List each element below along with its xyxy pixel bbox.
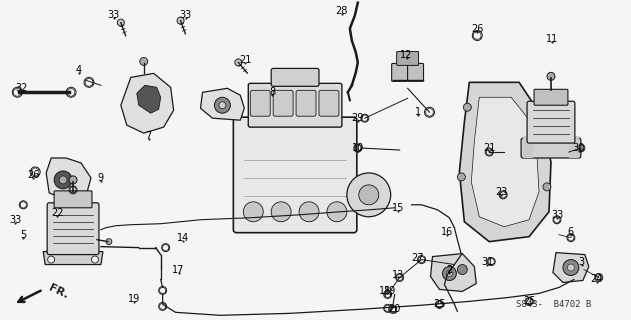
Text: 27: 27 bbox=[411, 252, 424, 263]
Text: 22: 22 bbox=[51, 208, 63, 218]
Text: 5: 5 bbox=[20, 230, 27, 240]
Polygon shape bbox=[137, 85, 161, 113]
Circle shape bbox=[177, 17, 184, 24]
Text: 11: 11 bbox=[546, 34, 558, 44]
Polygon shape bbox=[46, 158, 91, 200]
Circle shape bbox=[69, 176, 77, 184]
Text: S843-  B4702 B: S843- B4702 B bbox=[516, 300, 592, 309]
Text: 32: 32 bbox=[15, 83, 28, 93]
Circle shape bbox=[59, 176, 67, 184]
Polygon shape bbox=[430, 253, 476, 292]
Bar bbox=[569, 136, 579, 158]
Circle shape bbox=[219, 102, 226, 109]
Text: 20: 20 bbox=[389, 304, 401, 314]
FancyBboxPatch shape bbox=[319, 90, 339, 116]
Text: FR.: FR. bbox=[47, 283, 70, 300]
Text: 25: 25 bbox=[433, 300, 445, 309]
Circle shape bbox=[567, 264, 574, 271]
Circle shape bbox=[244, 202, 263, 222]
Polygon shape bbox=[471, 97, 539, 227]
FancyBboxPatch shape bbox=[271, 68, 319, 86]
Circle shape bbox=[540, 133, 548, 141]
FancyBboxPatch shape bbox=[251, 90, 270, 116]
FancyBboxPatch shape bbox=[248, 83, 342, 127]
Text: 19: 19 bbox=[127, 294, 140, 304]
FancyBboxPatch shape bbox=[521, 138, 581, 158]
FancyBboxPatch shape bbox=[233, 117, 357, 233]
FancyBboxPatch shape bbox=[296, 90, 316, 116]
Text: 14: 14 bbox=[177, 233, 189, 243]
FancyBboxPatch shape bbox=[397, 52, 418, 65]
Polygon shape bbox=[459, 82, 551, 242]
Circle shape bbox=[299, 202, 319, 222]
Text: 33: 33 bbox=[9, 215, 21, 225]
Circle shape bbox=[106, 239, 112, 244]
Circle shape bbox=[215, 97, 230, 113]
Polygon shape bbox=[553, 252, 589, 283]
Circle shape bbox=[235, 59, 242, 66]
Text: 1: 1 bbox=[415, 107, 421, 117]
Text: 19: 19 bbox=[384, 286, 396, 296]
FancyBboxPatch shape bbox=[392, 63, 408, 81]
Text: 4: 4 bbox=[76, 65, 82, 76]
Text: 2: 2 bbox=[446, 265, 452, 275]
Text: 21: 21 bbox=[483, 143, 495, 153]
Bar bbox=[523, 136, 533, 158]
Text: 33: 33 bbox=[551, 210, 563, 220]
Polygon shape bbox=[201, 88, 244, 120]
Text: 13: 13 bbox=[391, 269, 404, 279]
Text: 28: 28 bbox=[336, 6, 348, 16]
Text: 30: 30 bbox=[573, 143, 585, 153]
Text: 16: 16 bbox=[441, 227, 454, 237]
Text: 12: 12 bbox=[401, 51, 413, 60]
Text: 15: 15 bbox=[391, 203, 404, 213]
Circle shape bbox=[139, 58, 148, 65]
Circle shape bbox=[543, 183, 551, 191]
Text: 3: 3 bbox=[579, 257, 585, 267]
Text: 26: 26 bbox=[27, 170, 39, 180]
Text: 24: 24 bbox=[591, 275, 603, 284]
Circle shape bbox=[457, 173, 465, 181]
Circle shape bbox=[91, 256, 98, 263]
Circle shape bbox=[457, 265, 468, 275]
Text: 6: 6 bbox=[568, 227, 574, 237]
Circle shape bbox=[271, 202, 291, 222]
Text: 21: 21 bbox=[239, 55, 252, 65]
Text: 33: 33 bbox=[179, 10, 192, 20]
Circle shape bbox=[359, 185, 379, 205]
Text: 33: 33 bbox=[108, 10, 120, 20]
Polygon shape bbox=[121, 73, 174, 133]
Circle shape bbox=[442, 267, 456, 280]
Text: 18: 18 bbox=[379, 286, 391, 296]
Circle shape bbox=[347, 173, 391, 217]
Text: 8: 8 bbox=[269, 87, 275, 97]
Circle shape bbox=[463, 103, 471, 111]
Text: 7: 7 bbox=[146, 131, 152, 141]
FancyBboxPatch shape bbox=[534, 89, 568, 105]
Text: 23: 23 bbox=[495, 187, 507, 197]
Text: 29: 29 bbox=[351, 113, 364, 123]
FancyBboxPatch shape bbox=[273, 90, 293, 116]
Circle shape bbox=[547, 72, 555, 80]
FancyBboxPatch shape bbox=[47, 203, 99, 255]
Text: 25: 25 bbox=[523, 296, 535, 306]
Circle shape bbox=[327, 202, 347, 222]
Circle shape bbox=[117, 19, 124, 26]
FancyBboxPatch shape bbox=[408, 63, 423, 81]
Polygon shape bbox=[43, 252, 103, 265]
Text: 9: 9 bbox=[98, 173, 104, 183]
FancyBboxPatch shape bbox=[527, 101, 575, 143]
Circle shape bbox=[563, 260, 579, 276]
FancyBboxPatch shape bbox=[54, 191, 92, 208]
Text: 26: 26 bbox=[471, 24, 483, 34]
Text: 31: 31 bbox=[481, 257, 493, 267]
Circle shape bbox=[48, 256, 55, 263]
Circle shape bbox=[54, 171, 72, 189]
Circle shape bbox=[446, 270, 452, 276]
Text: 17: 17 bbox=[172, 265, 185, 275]
Text: 10: 10 bbox=[351, 143, 364, 153]
